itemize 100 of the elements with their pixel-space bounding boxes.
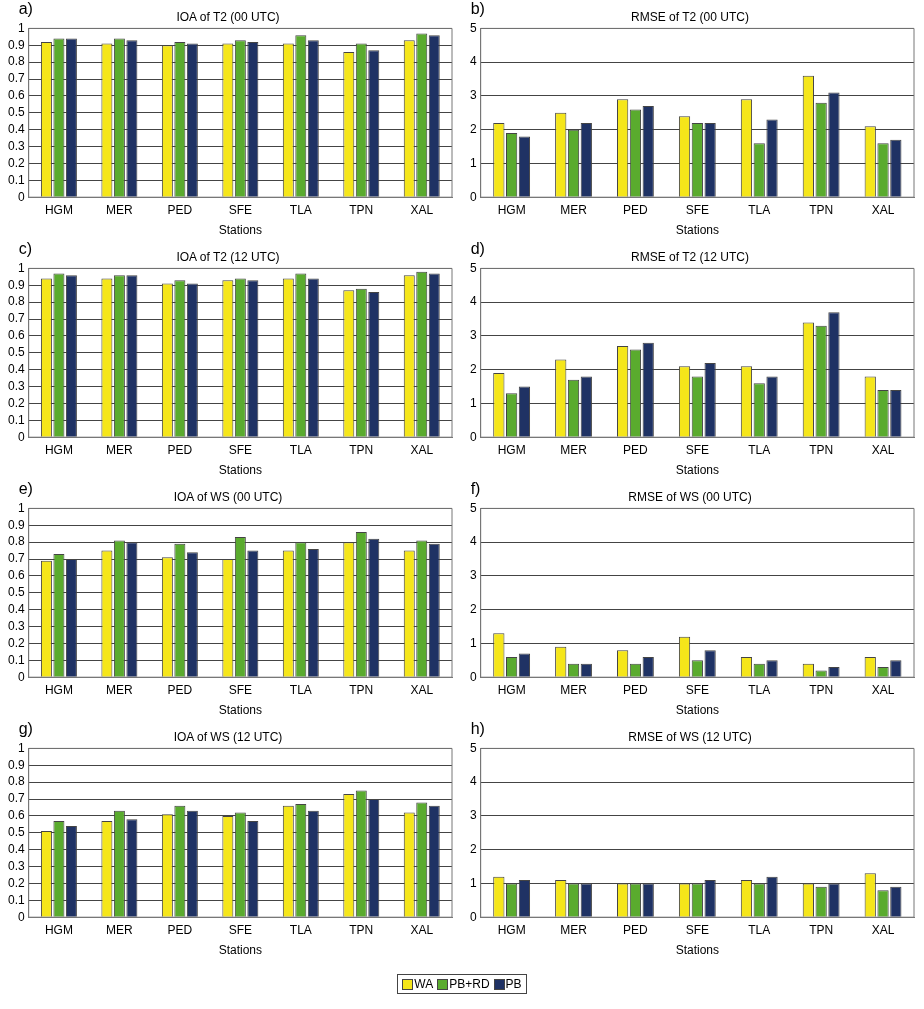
x-tick-label: PED <box>623 682 649 697</box>
y-tick-label: 0.7 <box>7 311 25 326</box>
chart-title: IOA of T2 (00 UTC) <box>176 9 280 24</box>
x-tick-label: PED <box>167 442 193 457</box>
y-tick-label: 0 <box>17 669 25 684</box>
x-axis-title: Stations <box>675 223 720 238</box>
x-tick-label: PED <box>167 202 193 217</box>
x-tick-label: TLA <box>289 922 312 937</box>
y-tick-label: 3 <box>469 808 477 823</box>
x-tick-label: TLA <box>748 202 771 217</box>
y-tick-label: 0.4 <box>7 601 25 616</box>
y-tick-label: 0.6 <box>7 808 25 823</box>
y-tick-label: 5 <box>469 20 477 35</box>
x-tick-label: XAL <box>410 442 434 457</box>
x-axis-title: Stations <box>675 943 720 958</box>
y-tick-label: 3 <box>469 328 477 343</box>
y-tick-label: 0.5 <box>7 825 25 840</box>
y-tick-label: 2 <box>469 361 477 376</box>
y-tick-label: 0.6 <box>7 88 25 103</box>
y-tick-label: 0.2 <box>7 635 25 650</box>
legend-label: PB <box>505 977 522 991</box>
chart-title: RMSE of WS (12 UTC) <box>628 729 752 744</box>
y-tick-label: 0.5 <box>7 105 25 120</box>
text: a) <box>18 0 33 18</box>
y-tick-label: 0.8 <box>7 294 25 309</box>
x-tick-label: TLA <box>289 442 312 457</box>
x-axis-title: Stations <box>675 463 720 478</box>
x-tick-label: MER <box>106 922 134 937</box>
x-tick-label: TPN <box>809 442 834 457</box>
y-tick-label: 0.1 <box>7 172 25 187</box>
text: g) <box>18 720 33 738</box>
text: c) <box>18 240 33 258</box>
x-tick-label: XAL <box>871 922 895 937</box>
y-tick-label: 0.8 <box>7 774 25 789</box>
x-tick-label: MER <box>560 922 588 937</box>
y-tick-label: 0 <box>469 189 477 204</box>
chart-title: RMSE of WS (00 UTC) <box>628 489 752 504</box>
y-tick-label: 5 <box>469 260 477 275</box>
x-tick-label: XAL <box>871 442 895 457</box>
y-tick-label: 0.5 <box>7 345 25 360</box>
x-tick-label: XAL <box>410 202 434 217</box>
x-tick-label: TPN <box>349 202 374 217</box>
text: d) <box>470 240 485 258</box>
y-tick-label: 1 <box>17 20 25 35</box>
y-tick-label: 0.5 <box>7 585 25 600</box>
x-tick-label: HGM <box>497 922 526 937</box>
legend-label: PB+RD <box>449 977 490 991</box>
x-tick-label: MER <box>106 442 134 457</box>
x-tick-label: MER <box>560 202 588 217</box>
chart-title: RMSE of T2 (12 UTC) <box>631 249 749 264</box>
x-tick-label: HGM <box>44 442 73 457</box>
x-tick-label: TPN <box>809 202 834 217</box>
x-tick-label: SFE <box>685 442 710 457</box>
x-tick-label: HGM <box>497 682 526 697</box>
y-tick-label: 0 <box>469 669 477 684</box>
x-axis-title: Stations <box>218 463 263 478</box>
y-tick-label: 0.6 <box>7 328 25 343</box>
x-tick-label: SFE <box>228 202 253 217</box>
x-tick-label: SFE <box>685 202 710 217</box>
y-tick-label: 0 <box>469 909 477 924</box>
y-tick-label: 0.3 <box>7 618 25 633</box>
y-tick-label: 4 <box>469 774 477 789</box>
x-axis-title: Stations <box>218 703 263 718</box>
x-tick-label: TLA <box>289 682 312 697</box>
y-tick-label: 0.2 <box>7 395 25 410</box>
y-tick-label: 1 <box>469 395 477 410</box>
x-tick-label: TLA <box>748 682 771 697</box>
x-tick-label: HGM <box>497 442 526 457</box>
y-tick-label: 0.6 <box>7 568 25 583</box>
y-tick-label: 0 <box>469 429 477 444</box>
x-tick-label: MER <box>560 442 588 457</box>
x-tick-label: TLA <box>289 202 312 217</box>
y-tick-label: 0.9 <box>7 757 25 772</box>
chart-title: RMSE of T2 (00 UTC) <box>631 9 749 24</box>
x-tick-label: PED <box>623 442 649 457</box>
y-tick-label: 3 <box>469 568 477 583</box>
y-tick-label: 4 <box>469 534 477 549</box>
y-tick-label: 0.4 <box>7 361 25 376</box>
y-tick-label: 0.7 <box>7 791 25 806</box>
y-tick-label: 5 <box>469 500 477 515</box>
y-tick-label: 0.1 <box>7 412 25 427</box>
text: h) <box>470 720 485 738</box>
x-tick-label: SFE <box>228 682 253 697</box>
chart-title: IOA of WS (00 UTC) <box>173 489 283 504</box>
x-tick-label: SFE <box>228 922 253 937</box>
y-tick-label: 0.4 <box>7 841 25 856</box>
x-tick-label: XAL <box>410 682 434 697</box>
y-tick-label: 1 <box>469 875 477 890</box>
x-tick-label: TPN <box>809 922 834 937</box>
x-tick-label: XAL <box>871 202 895 217</box>
y-tick-label: 1 <box>469 155 477 170</box>
y-tick-label: 0.9 <box>7 277 25 292</box>
x-tick-label: TPN <box>349 922 374 937</box>
legend-label: WA <box>414 977 434 991</box>
y-tick-label: 0.3 <box>7 138 25 153</box>
y-tick-label: 0.3 <box>7 858 25 873</box>
y-tick-label: 0.8 <box>7 534 25 549</box>
x-tick-label: TPN <box>349 442 374 457</box>
text: e) <box>18 480 33 498</box>
x-axis-title: Stations <box>675 703 720 718</box>
